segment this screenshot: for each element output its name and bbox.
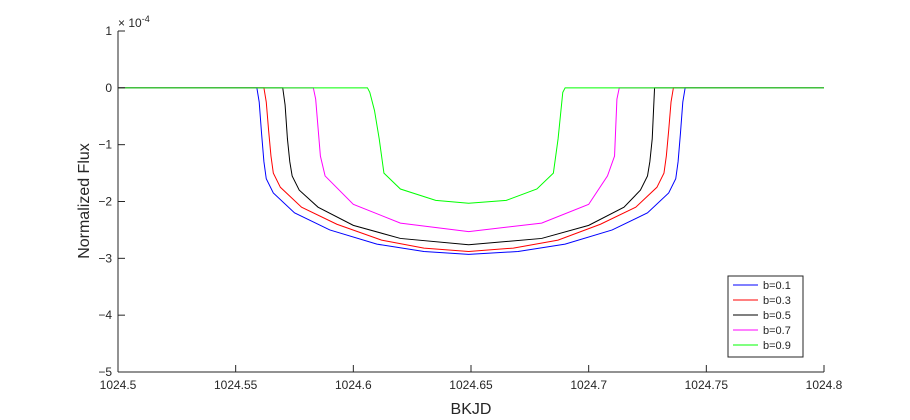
- x-tick-label: 1024.5: [100, 378, 137, 392]
- plot-area: [118, 31, 824, 372]
- series-line-1: [118, 87, 824, 255]
- y-tick-label: 0: [105, 81, 112, 95]
- series-layer: [118, 87, 824, 255]
- y-tick-label: −1: [98, 138, 112, 152]
- x-tick-label: 1024.65: [449, 378, 493, 392]
- series-line-3: [118, 87, 824, 246]
- y-exponent-label: × 10-4: [118, 14, 150, 30]
- legend-label-4: b=0.7: [763, 325, 791, 337]
- legend-label-1: b=0.1: [763, 280, 791, 292]
- x-tick-label: 1024.75: [685, 378, 729, 392]
- y-tick-label: −3: [98, 251, 112, 265]
- y-axis-label: Normalized Flux: [76, 143, 93, 259]
- x-tick-label: 1024.55: [214, 378, 258, 392]
- legend-label-2: b=0.3: [763, 295, 791, 307]
- legend-label-5: b=0.9: [763, 340, 791, 352]
- y-tick-label: −5: [98, 365, 112, 379]
- y-tick-label: −2: [98, 195, 112, 209]
- legend-label-3: b=0.5: [763, 310, 791, 322]
- x-tick-label: 1024.6: [335, 378, 372, 392]
- x-tick-label: 1024.7: [570, 378, 607, 392]
- axis-layer: 1024.5 1024.55 1024.6 1024.65 1024.7 1024.75 1…: [98, 24, 842, 392]
- series-line-4: [118, 87, 824, 233]
- y-tick-label: 1: [105, 24, 112, 38]
- y-exponent-power: -4: [142, 14, 150, 24]
- y-exponent-base: × 10: [118, 16, 142, 30]
- series-line-5: [118, 87, 824, 204]
- x-tick-label: 1024.8: [806, 378, 843, 392]
- legend-box: [727, 275, 804, 358]
- legend: b=0.1 b=0.3 b=0.5 b=0.7 b=0.9: [727, 275, 804, 358]
- y-tick-label: −4: [98, 308, 112, 322]
- series-line-2: [118, 87, 824, 253]
- x-axis-label: BKJD: [451, 401, 492, 418]
